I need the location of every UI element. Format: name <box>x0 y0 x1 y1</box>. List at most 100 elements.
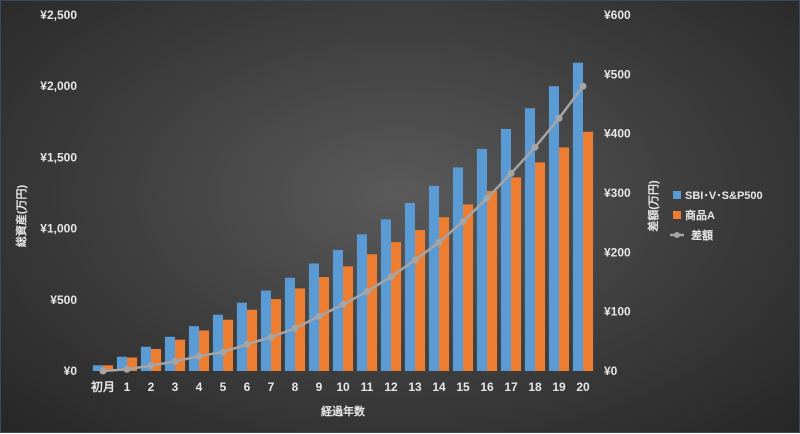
legend-label-diff: 差額 <box>691 228 713 242</box>
x-tick-label: 15 <box>456 380 470 394</box>
bar-a-12 <box>391 242 402 371</box>
diff-point-13 <box>411 256 419 264</box>
bar-a-17 <box>511 177 522 371</box>
diff-point-16 <box>483 194 491 202</box>
x-tick-label: 17 <box>504 380 518 394</box>
x-tick-label: 2 <box>148 380 155 394</box>
diff-point-6 <box>243 340 251 348</box>
x-tick-label: 3 <box>172 380 179 394</box>
legend-swatch-a <box>673 211 681 219</box>
diff-point-9 <box>315 312 323 320</box>
diff-point-2 <box>147 362 155 370</box>
diff-line-layer <box>99 82 587 375</box>
y2-tick-label: ¥500 <box>604 67 631 81</box>
legend-swatch-sbi <box>673 191 681 199</box>
bar-a-20 <box>583 131 594 371</box>
bar-sbi-1 <box>116 356 127 371</box>
x-tick-label: 8 <box>292 380 299 394</box>
bar-a-16 <box>487 190 498 371</box>
diff-point-18 <box>531 143 539 151</box>
x-tick-label: 初月 <box>91 379 115 394</box>
x-tick-label: 7 <box>268 380 275 394</box>
x-tick-label: 9 <box>316 380 323 394</box>
bar-sbi-14 <box>428 185 439 371</box>
bar-a-13 <box>415 230 426 371</box>
diff-point-4 <box>195 352 203 360</box>
x-tick-label: 11 <box>361 380 374 394</box>
bar-sbi-5 <box>212 314 223 371</box>
diff-point-19 <box>555 114 563 122</box>
diff-point-12 <box>387 273 395 281</box>
bar-sbi-8 <box>284 277 295 371</box>
x-tick-label: 19 <box>552 380 566 394</box>
bar-sbi-11 <box>356 234 367 371</box>
y-tick-label: ¥1,500 <box>40 150 77 164</box>
x-axis-ticks: 初月 1 2 3 4 5 6 7 8 9 10 11 12 13 14 15 16 17 18 19 20 <box>91 379 590 394</box>
bar-a-14 <box>439 217 450 371</box>
diff-point-8 <box>291 324 299 332</box>
bar-sbi-17 <box>500 128 511 371</box>
bar-a-2 <box>151 348 162 371</box>
bar-sbi-19 <box>548 86 559 371</box>
x-tick-label: 13 <box>408 380 422 394</box>
bar-sbi-15 <box>452 167 463 371</box>
diff-point-14 <box>435 238 443 246</box>
bar-a-9 <box>319 277 330 371</box>
diff-point-0 <box>99 367 107 375</box>
bar-sbi-4 <box>188 326 199 371</box>
bar-a-0 <box>103 365 114 371</box>
y-tick-label: ¥2,500 <box>40 8 77 22</box>
legend-label-sbi: SBI･V･S&P500 <box>685 190 763 202</box>
y2-axis-title: 差額(万円) <box>646 180 660 232</box>
bar-sbi-7 <box>260 290 271 371</box>
diff-point-11 <box>363 287 371 295</box>
bar-sbi-6 <box>236 302 247 371</box>
x-tick-label: 5 <box>220 380 227 394</box>
diff-point-1 <box>123 365 131 373</box>
y-tick-label: ¥500 <box>50 293 77 307</box>
left-axis-ticks: ¥0 ¥500 ¥1,000 ¥1,500 ¥2,000 ¥2,500 <box>40 8 77 378</box>
x-tick-label: 10 <box>336 380 350 394</box>
bar-sbi-12 <box>380 219 391 371</box>
legend-swatch-diff-marker <box>674 232 680 238</box>
y2-tick-label: ¥400 <box>604 127 631 141</box>
x-axis-title: 経過年数 <box>321 404 366 418</box>
bar-a-10 <box>343 266 354 371</box>
y2-tick-label: ¥600 <box>604 8 631 22</box>
bars-layer <box>92 62 594 372</box>
diff-point-7 <box>267 333 275 341</box>
bar-sbi-10 <box>332 249 343 371</box>
bar-a-4 <box>199 330 210 371</box>
x-tick-label: 14 <box>432 380 446 394</box>
bar-a-8 <box>295 288 306 371</box>
x-tick-label: 12 <box>384 380 398 394</box>
x-tick-label: 4 <box>196 380 203 394</box>
bar-sbi-2 <box>140 346 151 371</box>
x-tick-label: 20 <box>576 380 590 394</box>
bar-a-3 <box>175 339 186 371</box>
diff-point-20 <box>579 82 587 90</box>
x-tick-label: 1 <box>124 380 131 394</box>
diff-point-17 <box>507 169 515 177</box>
legend: SBI･V･S&P500 商品A 差額 <box>670 190 763 242</box>
bar-sbi-0 <box>92 365 103 371</box>
bar-a-5 <box>223 319 234 371</box>
bar-a-11 <box>367 254 378 371</box>
diff-point-15 <box>459 217 467 225</box>
diff-point-10 <box>339 301 347 309</box>
y2-tick-label: ¥0 <box>604 364 618 378</box>
legend-label-a: 商品A <box>685 208 715 222</box>
right-axis-ticks: ¥0 ¥100 ¥200 ¥300 ¥400 ¥500 ¥600 <box>604 8 631 378</box>
bar-a-18 <box>535 162 546 371</box>
bar-a-1 <box>127 357 138 371</box>
y-tick-label: ¥1,000 <box>40 222 77 236</box>
bar-sbi-9 <box>308 263 319 371</box>
y-tick-label: ¥2,000 <box>40 79 77 93</box>
diff-point-3 <box>171 358 179 366</box>
bar-a-15 <box>463 204 474 371</box>
y2-tick-label: ¥100 <box>604 305 631 319</box>
bar-a-6 <box>247 309 258 371</box>
x-tick-label: 6 <box>244 380 251 394</box>
